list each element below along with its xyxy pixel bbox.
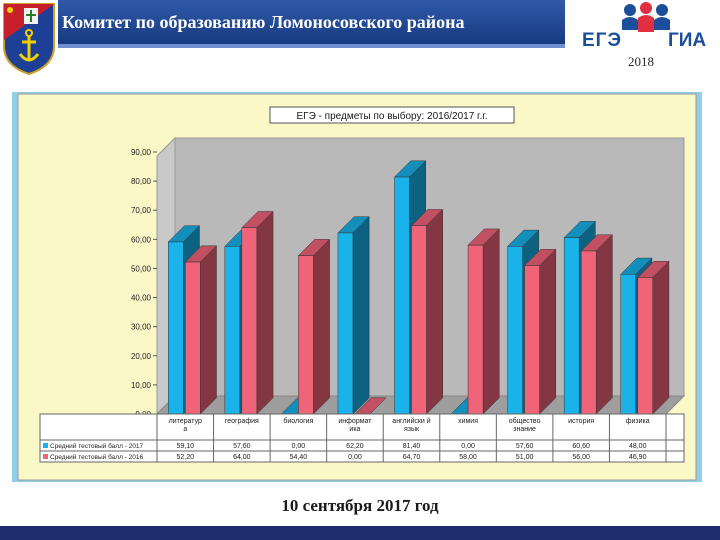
y-tick-label: 40,00 bbox=[131, 294, 152, 303]
data-label: 52,20 bbox=[177, 454, 195, 461]
chart-title: ЕГЭ - предметы по выбору: 2016/2017 г.г. bbox=[297, 110, 488, 122]
bar bbox=[507, 246, 523, 415]
bar bbox=[224, 246, 241, 415]
data-label: 64,70 bbox=[403, 454, 421, 461]
header-stripe bbox=[58, 44, 565, 48]
header: Комитет по образованию Ломоносовского ра… bbox=[0, 0, 720, 78]
page-title: Комитет по образованию Ломоносовского ра… bbox=[62, 12, 465, 32]
bar-side bbox=[200, 245, 217, 415]
category-label: география bbox=[225, 418, 259, 425]
district-crest-icon bbox=[0, 0, 58, 76]
category-label: история bbox=[568, 418, 594, 425]
bar bbox=[563, 237, 580, 415]
bar-side bbox=[595, 234, 613, 415]
data-label: 62,20 bbox=[346, 443, 364, 450]
bar bbox=[620, 274, 636, 415]
chart-frame: ЕГЭ - предметы по выбору: 2016/2017 г.г.… bbox=[12, 92, 702, 482]
legend-swatch bbox=[43, 443, 48, 448]
y-tick-label: 10,00 bbox=[131, 381, 152, 390]
data-label: 46,90 bbox=[629, 454, 647, 461]
data-table bbox=[39, 413, 685, 463]
category-label: информат ика bbox=[338, 418, 372, 433]
bar bbox=[467, 244, 484, 415]
logo-ege-text: ЕГЭ bbox=[582, 30, 622, 51]
bar bbox=[394, 176, 410, 415]
bar bbox=[411, 225, 427, 415]
bar-side bbox=[652, 260, 670, 415]
data-label: 57,60 bbox=[516, 443, 534, 450]
bar-side bbox=[482, 228, 500, 415]
bar bbox=[168, 241, 184, 415]
bar bbox=[524, 265, 540, 415]
bar bbox=[580, 250, 597, 415]
logo-year: 2018 bbox=[628, 54, 654, 69]
category-label: литератур а bbox=[169, 418, 202, 433]
chart-title-box bbox=[269, 106, 515, 124]
y-tick-label: 20,00 bbox=[131, 352, 152, 361]
data-label: 0,00 bbox=[292, 443, 306, 450]
footer-bar bbox=[0, 526, 720, 540]
data-label: 81,40 bbox=[403, 443, 421, 450]
data-label: 0,00 bbox=[461, 443, 475, 450]
bar-side bbox=[426, 208, 443, 415]
logo-gia-text: ГИА bbox=[668, 30, 707, 51]
bar bbox=[241, 227, 258, 415]
category-label: физика bbox=[626, 418, 650, 425]
legend-label: Средний тестовый балл - 2017 bbox=[50, 442, 143, 450]
legend-swatch bbox=[43, 454, 48, 459]
data-label: 64,00 bbox=[233, 454, 251, 461]
data-label: 0,00 bbox=[348, 454, 362, 461]
legend-label: Средний тестовый балл - 2016 bbox=[50, 453, 143, 461]
y-tick-label: 70,00 bbox=[131, 206, 152, 215]
y-tick-label: 60,00 bbox=[131, 235, 152, 244]
data-label: 54,40 bbox=[290, 454, 308, 461]
data-label: 56,00 bbox=[572, 454, 590, 461]
category-label: химия bbox=[458, 418, 478, 425]
bar-side bbox=[313, 238, 330, 415]
bar-side bbox=[256, 210, 274, 415]
data-label: 51,00 bbox=[516, 454, 534, 461]
footer-date: 10 сентября 2017 год bbox=[281, 496, 439, 515]
data-label: 59,10 bbox=[177, 443, 195, 450]
category-label: биология bbox=[283, 417, 313, 425]
data-label: 57,60 bbox=[233, 443, 251, 450]
y-tick-label: 50,00 bbox=[131, 264, 152, 273]
bar bbox=[637, 277, 653, 415]
bar-side bbox=[352, 216, 370, 415]
category-label: общество знание bbox=[509, 417, 541, 433]
data-label: 58,00 bbox=[459, 454, 477, 461]
data-label: 48,00 bbox=[629, 443, 647, 450]
y-tick-label: 90,00 bbox=[131, 148, 152, 157]
ege-gia-logo-icon bbox=[578, 2, 718, 76]
y-tick-label: 30,00 bbox=[131, 323, 152, 332]
header-bar bbox=[0, 0, 565, 44]
category-label: английски й язык bbox=[392, 417, 430, 433]
bar bbox=[337, 232, 354, 415]
y-tick-label: 80,00 bbox=[131, 177, 152, 186]
data-label: 60,60 bbox=[572, 443, 590, 450]
header-logo-area bbox=[565, 0, 720, 78]
chart: ЕГЭ - предметы по выбору: 2016/2017 г.г.… bbox=[17, 93, 697, 481]
bar-side bbox=[539, 248, 557, 415]
bar bbox=[298, 255, 314, 415]
bar bbox=[185, 261, 201, 415]
